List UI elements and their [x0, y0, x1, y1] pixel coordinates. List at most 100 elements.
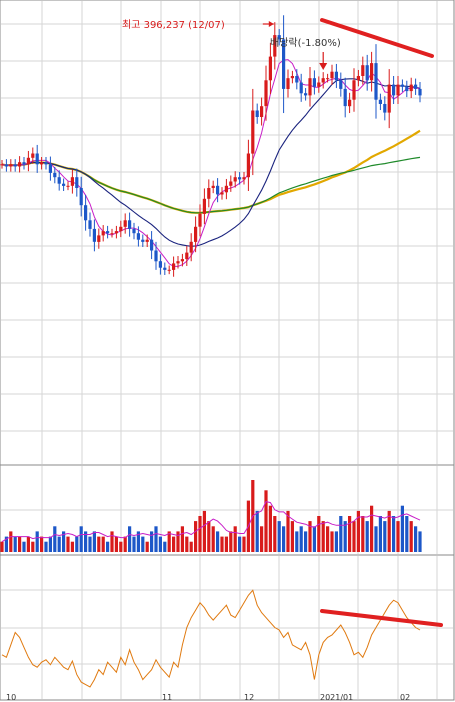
- candle-body: [334, 71, 338, 81]
- candle-body: [198, 213, 202, 227]
- volume-ma-line: [1, 501, 421, 543]
- volume-bar: [176, 531, 180, 552]
- volume-bar: [343, 521, 347, 552]
- candle-body: [374, 63, 378, 100]
- candle-body: [295, 76, 299, 83]
- volume-bar: [26, 536, 30, 552]
- candle-body: [44, 162, 48, 165]
- candle-body: [57, 177, 61, 184]
- candle-body: [220, 192, 224, 195]
- candle-body: [339, 80, 343, 89]
- volume-bar: [273, 516, 277, 552]
- volume-bar: [194, 521, 198, 552]
- candle-body: [216, 185, 220, 195]
- volume-bar: [167, 531, 171, 552]
- candle-body: [22, 162, 26, 165]
- volume-bar: [242, 536, 246, 552]
- candle-body: [48, 164, 52, 173]
- candle-body: [277, 35, 281, 40]
- volume-bar: [233, 526, 237, 552]
- volume-bar: [202, 510, 206, 552]
- volume-bar: [260, 526, 264, 552]
- volume-panel: [0, 464, 455, 556]
- candle-body: [4, 164, 8, 167]
- candle-body: [202, 198, 206, 214]
- candle-body: [189, 241, 193, 253]
- candle-body: [224, 185, 228, 193]
- volume-bar: [370, 505, 374, 552]
- candle-body: [361, 65, 365, 76]
- candle-body: [154, 250, 158, 262]
- volume-bar: [70, 541, 74, 552]
- candle-body: [119, 226, 123, 232]
- candle-body: [414, 84, 418, 89]
- candle-body: [356, 76, 360, 81]
- candle-body: [150, 239, 154, 251]
- candle-body: [330, 71, 334, 79]
- volume-bar: [145, 541, 149, 552]
- volume-bar: [97, 536, 101, 552]
- candle-body: [185, 252, 189, 260]
- volume-bar: [62, 531, 66, 552]
- candle-body: [290, 76, 294, 79]
- ma20-line: [1, 78, 421, 247]
- x-tick-label: 02: [400, 693, 410, 702]
- volume-bar: [132, 536, 136, 552]
- candle-body: [405, 86, 409, 92]
- x-tick-label: 10: [6, 693, 16, 702]
- candle-body: [308, 78, 312, 96]
- volume-bar: [189, 541, 193, 552]
- volume-bar: [365, 521, 369, 552]
- volume-bar: [299, 526, 303, 552]
- price-trendline: [320, 18, 434, 58]
- candle-body: [79, 188, 83, 206]
- candle-body: [242, 177, 246, 180]
- candle-body: [176, 261, 180, 264]
- volume-bar: [348, 516, 352, 552]
- candle-body: [123, 220, 127, 227]
- candle-body: [409, 84, 413, 92]
- candle-body: [348, 99, 352, 107]
- candle-body: [304, 93, 308, 96]
- volume-bar: [229, 531, 233, 552]
- volume-bar: [361, 516, 365, 552]
- oscillator-line: [1, 589, 421, 688]
- volume-bar: [387, 510, 391, 552]
- volume-bar: [48, 536, 52, 552]
- volume-bar: [136, 531, 140, 552]
- volume-bar: [330, 531, 334, 552]
- volume-bar: [339, 516, 343, 552]
- volume-bar: [277, 521, 281, 552]
- candle-body: [114, 231, 118, 234]
- candle-body: [53, 172, 57, 178]
- volume-bar: [238, 536, 242, 552]
- volume-bar: [396, 521, 400, 552]
- candle-body: [343, 88, 347, 107]
- candle-body: [387, 84, 391, 113]
- candle-body: [282, 39, 286, 89]
- candle-body: [211, 185, 215, 188]
- volume-bar: [282, 526, 286, 552]
- candle-body: [35, 153, 39, 165]
- volume-bar: [304, 531, 308, 552]
- volume-bar: [414, 526, 418, 552]
- candle-body: [13, 164, 17, 167]
- candle-body: [101, 231, 105, 236]
- volume-bar: [31, 541, 35, 552]
- dividend-arrowhead: [319, 63, 328, 70]
- volume-bar: [0, 541, 4, 552]
- candle-body: [370, 63, 374, 81]
- volume-bar: [44, 541, 48, 552]
- candle-body: [260, 106, 264, 117]
- candle-body: [88, 220, 92, 229]
- volume-bar: [378, 516, 382, 552]
- volume-bar: [312, 526, 316, 552]
- volume-bar: [264, 490, 268, 552]
- candle-body: [40, 162, 44, 165]
- candle-body: [268, 56, 272, 81]
- high-arrowhead: [268, 21, 274, 27]
- volume-bar: [180, 526, 184, 552]
- candle-body: [132, 228, 136, 234]
- volume-bar: [106, 541, 110, 552]
